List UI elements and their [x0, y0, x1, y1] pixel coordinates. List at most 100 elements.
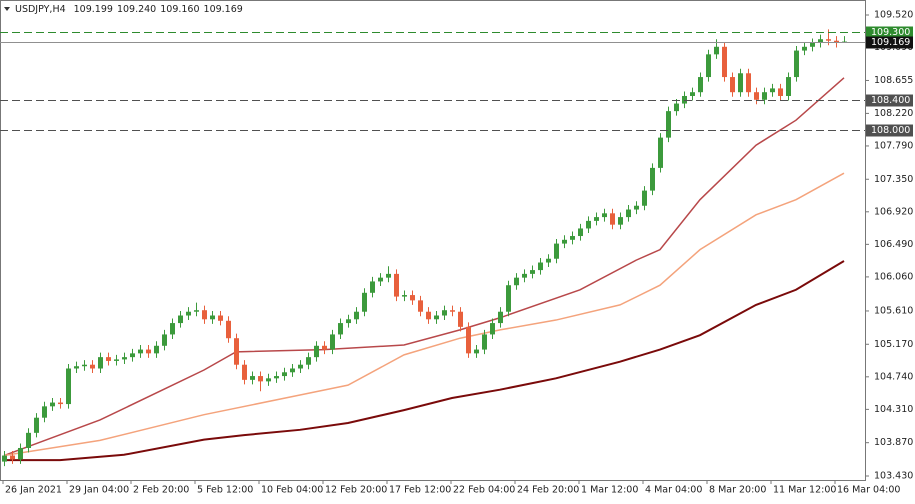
candle-body [586, 220, 591, 229]
x-tick-label: 16 Mar 04:00 [837, 485, 900, 496]
candle-body [194, 310, 199, 312]
y-tick-label: 104.310 [874, 404, 913, 415]
candle-body [10, 455, 15, 460]
y-tick-label: 103.430 [874, 470, 913, 481]
candle-body [210, 315, 215, 320]
candle-body [722, 46, 727, 78]
candle-body [602, 213, 607, 218]
candle-body [138, 349, 143, 354]
candle-body [154, 345, 159, 354]
price-level-label: 108.000 [871, 125, 910, 136]
candle-body [610, 213, 615, 225]
candle-body [706, 54, 711, 78]
candle-body [106, 357, 111, 361]
candle-body [362, 292, 367, 312]
candle-body [218, 315, 223, 321]
candle-body [42, 406, 47, 418]
candle-body [730, 77, 735, 93]
y-tick-label: 107.790 [874, 140, 913, 151]
candle-body [66, 368, 71, 405]
candle-body [594, 217, 599, 221]
y-tick-label: 106.490 [874, 239, 913, 250]
candle-body [826, 39, 831, 41]
x-tick-label: 2 Feb 20:00 [133, 485, 189, 496]
chart-header: USDJPY,H4 109.199 109.240 109.160 109.169 [15, 4, 243, 15]
candle-body [674, 103, 679, 112]
candle-body [282, 372, 287, 377]
candle-body [506, 285, 511, 312]
candle-body [226, 320, 231, 339]
candle-body [762, 92, 767, 100]
candle-body [770, 88, 775, 93]
x-tick-label: 8 Mar 20:00 [709, 485, 766, 496]
candle-body [90, 364, 95, 369]
y-tick-label: 109.520 [874, 9, 913, 20]
candle-body [186, 311, 191, 316]
candle-body [482, 334, 487, 350]
candle-body [426, 311, 431, 320]
y-tick-label: 108.220 [874, 108, 913, 119]
candle-body [650, 167, 655, 191]
candle-body [522, 273, 527, 278]
price-level-box [866, 124, 913, 137]
x-tick-label: 5 Feb 12:00 [197, 485, 253, 496]
x-tick-label: 4 Mar 04:00 [645, 485, 702, 496]
candle-body [58, 402, 63, 405]
candle-body [170, 323, 175, 335]
candle-body [354, 311, 359, 320]
price-level-label: 109.169 [871, 37, 910, 48]
quote-value: 109.160 [160, 4, 199, 15]
x-tick-label: 12 Feb 20:00 [325, 485, 387, 496]
candle-body [466, 326, 471, 354]
candle-body [514, 277, 519, 286]
candle-body [378, 277, 383, 282]
candle-body [178, 315, 183, 324]
candle-body [34, 417, 39, 433]
symbol: USDJPY,H4 [15, 4, 66, 15]
candle-body [578, 228, 583, 237]
x-tick-label: 26 Jan 2021 [5, 485, 62, 496]
candle-body [498, 311, 503, 324]
candle-body [570, 236, 575, 240]
x-tick-label: 17 Feb 12:00 [389, 485, 451, 496]
candle-body [410, 295, 415, 301]
candle-body [162, 334, 167, 346]
candle-body [258, 376, 263, 382]
candle-body [818, 39, 823, 43]
candle-body [394, 273, 399, 297]
candle-body [98, 357, 103, 369]
candle-body [754, 92, 759, 100]
candle-body [306, 357, 311, 365]
candle-body [234, 338, 239, 365]
y-tick-label: 103.870 [874, 437, 913, 448]
plot-frame [0, 0, 866, 481]
x-tick-label: 22 Feb 04:00 [453, 485, 515, 496]
candle-body [74, 366, 79, 369]
x-tick-label: 24 Feb 20:00 [517, 485, 579, 496]
candle-body [322, 345, 327, 350]
y-tick-label: 107.350 [874, 174, 913, 185]
candle-body [690, 92, 695, 96]
candle-body [298, 364, 303, 369]
candle-body [794, 50, 799, 78]
x-tick-label: 11 Mar 12:00 [773, 485, 836, 496]
candle-body [474, 349, 479, 354]
candle-body [402, 295, 407, 297]
candle-body [530, 270, 535, 274]
candle-body [26, 432, 31, 448]
candle-body [314, 345, 319, 358]
x-tick-label: 1 Mar 12:00 [581, 485, 638, 496]
candle-body [18, 447, 23, 460]
candle-body [122, 357, 127, 360]
quote-value: 109.240 [117, 4, 156, 15]
price-level-box [866, 26, 913, 39]
price-level-box [866, 94, 913, 107]
candle-body [538, 262, 543, 271]
candle-body [666, 111, 671, 138]
candle-body [274, 376, 279, 379]
candle-body [786, 77, 791, 96]
candle-body [810, 42, 815, 47]
y-tick-label: 108.655 [874, 75, 913, 86]
candle-body [146, 349, 151, 354]
